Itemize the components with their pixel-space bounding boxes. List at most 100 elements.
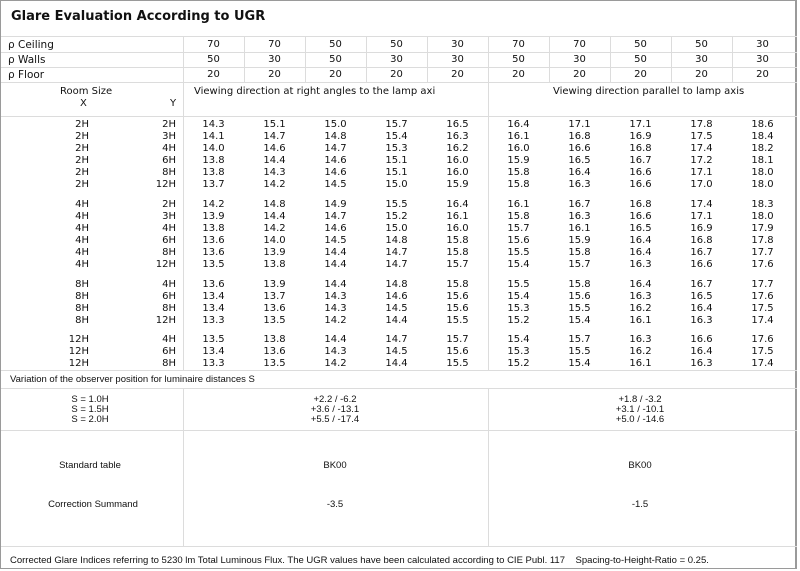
standard-table-right-angles: BK00 xyxy=(323,460,347,471)
ugr-value: 15.9 xyxy=(507,155,530,166)
ugr-value: 15.7 xyxy=(446,259,469,270)
room-size-header: Room Size xyxy=(60,86,113,97)
correction-parallel: -1.5 xyxy=(631,499,649,510)
room-y: 6H xyxy=(162,155,176,166)
ugr-value: 14.7 xyxy=(385,334,408,345)
room-y: 8H xyxy=(162,247,176,258)
ugr-value: 15.4 xyxy=(568,358,591,369)
reflectance-value: 30 xyxy=(756,39,769,50)
ugr-value: 16.0 xyxy=(507,143,530,154)
ugr-value: 16.9 xyxy=(629,131,652,142)
room-x: 12H xyxy=(68,358,89,369)
divider xyxy=(671,36,672,82)
ugr-value: 17.1 xyxy=(690,211,713,222)
ugr-value: 15.8 xyxy=(446,247,469,258)
ugr-value: 16.7 xyxy=(568,199,591,210)
ugr-value: 14.6 xyxy=(324,223,347,234)
reflectance-value: 70 xyxy=(573,39,586,50)
room-y: 6H xyxy=(162,291,176,302)
ugr-value: 15.0 xyxy=(385,223,408,234)
ugr-value: 14.8 xyxy=(263,199,286,210)
ugr-value: 17.1 xyxy=(629,119,652,130)
room-x: 12H xyxy=(68,346,89,357)
ugr-value: 16.6 xyxy=(690,334,713,345)
ugr-value: 18.0 xyxy=(751,179,774,190)
ugr-value: 16.4 xyxy=(690,303,713,314)
ugr-value: 15.8 xyxy=(568,247,591,258)
ugr-value: 15.4 xyxy=(568,315,591,326)
ugr-value: 13.6 xyxy=(202,279,225,290)
ugr-value: 15.4 xyxy=(507,291,530,302)
divider xyxy=(1,36,797,37)
room-x: 4H xyxy=(75,247,89,258)
ugr-value: 16.7 xyxy=(690,247,713,258)
ugr-value: 16.2 xyxy=(446,143,469,154)
reflectance-value: 50 xyxy=(634,39,647,50)
reflectance-value: 20 xyxy=(390,69,403,80)
ugr-value: 16.6 xyxy=(629,167,652,178)
ugr-value: 14.2 xyxy=(324,358,347,369)
room-y: 8H xyxy=(162,358,176,369)
divider xyxy=(549,36,550,82)
variation-title: Variation of the observer position for l… xyxy=(10,374,255,385)
room-x: 4H xyxy=(75,223,89,234)
ugr-value: 15.7 xyxy=(507,223,530,234)
ugr-value: 14.9 xyxy=(324,199,347,210)
reflectance-value: 30 xyxy=(573,54,586,65)
divider xyxy=(1,52,797,53)
ugr-value: 16.8 xyxy=(690,235,713,246)
ugr-value: 15.1 xyxy=(385,167,408,178)
ugr-value: 13.4 xyxy=(202,346,225,357)
ugr-value: 16.4 xyxy=(629,235,652,246)
ugr-value: 15.2 xyxy=(507,315,530,326)
ugr-value: 15.4 xyxy=(507,259,530,270)
ugr-value: 15.5 xyxy=(507,247,530,258)
reflectance-value: 70 xyxy=(268,39,281,50)
divider xyxy=(183,36,184,370)
variation-label: S = 1.5H xyxy=(71,404,109,415)
ugr-value: 14.1 xyxy=(202,131,225,142)
divider xyxy=(1,370,797,371)
ugr-value: 15.5 xyxy=(446,315,469,326)
room-y: 8H xyxy=(162,303,176,314)
reflectance-value: 50 xyxy=(390,39,403,50)
correction-label: Correction Summand xyxy=(48,499,138,510)
room-x: 8H xyxy=(75,315,89,326)
ugr-value: 14.4 xyxy=(385,358,408,369)
ugr-value: 13.6 xyxy=(202,247,225,258)
ugr-value: 17.9 xyxy=(751,223,774,234)
ugr-value: 17.7 xyxy=(751,247,774,258)
ugr-value: 15.1 xyxy=(263,119,286,130)
divider xyxy=(488,82,489,370)
ugr-value: 16.4 xyxy=(446,199,469,210)
ugr-value: 15.6 xyxy=(446,303,469,314)
reflectance-value: 70 xyxy=(207,39,220,50)
room-y: 8H xyxy=(162,167,176,178)
ugr-value: 14.4 xyxy=(324,279,347,290)
room-x: 2H xyxy=(75,179,89,190)
room-y: 2H xyxy=(162,119,176,130)
ugr-value: 13.8 xyxy=(202,155,225,166)
ugr-value: 14.5 xyxy=(385,303,408,314)
ugr-value: 17.0 xyxy=(690,179,713,190)
ugr-value: 16.3 xyxy=(446,131,469,142)
ugr-value: 16.1 xyxy=(629,358,652,369)
ugr-value: 13.3 xyxy=(202,315,225,326)
ugr-value: 16.5 xyxy=(568,155,591,166)
ugr-value: 15.8 xyxy=(446,279,469,290)
ugr-value: 16.1 xyxy=(507,199,530,210)
ugr-value: 17.5 xyxy=(751,303,774,314)
ugr-value: 16.5 xyxy=(629,223,652,234)
ugr-value: 17.4 xyxy=(690,199,713,210)
ugr-value: 16.4 xyxy=(690,346,713,357)
ugr-value: 14.4 xyxy=(263,155,286,166)
ugr-value: 16.6 xyxy=(690,259,713,270)
ugr-value: 15.0 xyxy=(324,119,347,130)
ugr-value: 15.6 xyxy=(446,346,469,357)
ugr-value: 17.2 xyxy=(690,155,713,166)
ugr-value: 15.7 xyxy=(568,334,591,345)
room-y: 2H xyxy=(162,199,176,210)
room-x: 8H xyxy=(75,291,89,302)
room-y: 4H xyxy=(162,279,176,290)
variation-parallel: +3.1 / -10.1 xyxy=(615,404,665,415)
